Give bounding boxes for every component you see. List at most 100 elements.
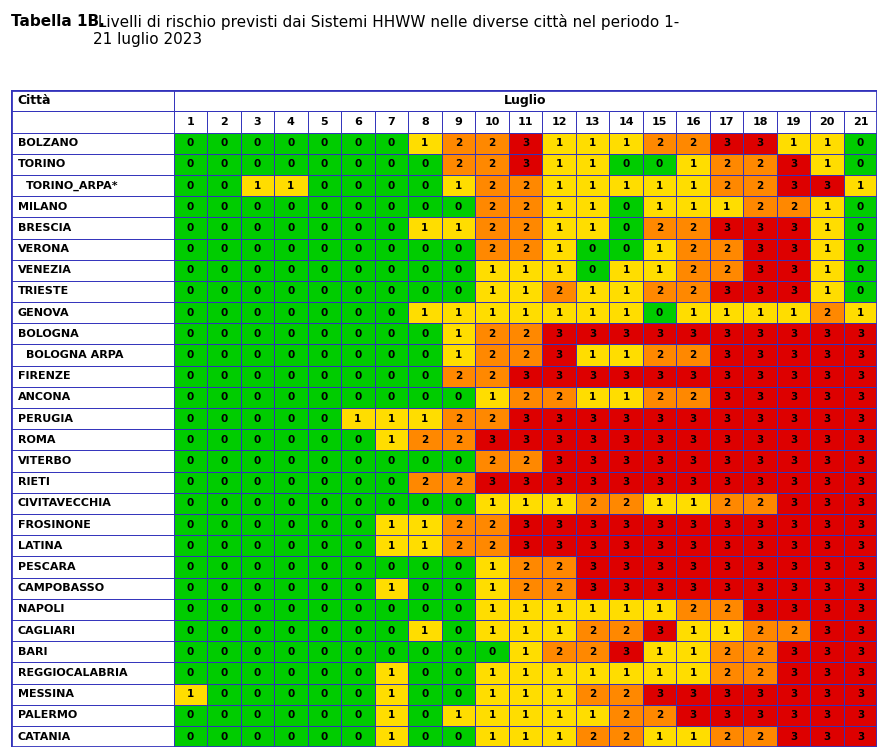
Text: BOLOGNA ARPA: BOLOGNA ARPA <box>27 350 123 360</box>
Bar <box>341 472 375 493</box>
Text: 3: 3 <box>790 159 797 169</box>
Bar <box>609 599 643 620</box>
Text: 3: 3 <box>857 562 864 572</box>
Bar <box>777 408 811 430</box>
Text: 0: 0 <box>220 180 227 191</box>
Bar <box>777 493 811 514</box>
Bar <box>441 217 475 239</box>
Bar <box>844 683 877 705</box>
Text: 2: 2 <box>723 499 730 508</box>
Bar <box>173 260 207 281</box>
Text: 3: 3 <box>790 689 797 699</box>
Bar <box>575 451 609 472</box>
Text: 0: 0 <box>321 605 328 614</box>
Bar <box>543 175 575 196</box>
Bar <box>844 111 877 132</box>
Bar <box>307 451 341 472</box>
Text: 0: 0 <box>186 414 194 424</box>
Bar <box>609 726 643 747</box>
Bar <box>274 302 307 323</box>
Text: 2: 2 <box>757 626 764 635</box>
Bar <box>609 175 643 196</box>
Text: 0: 0 <box>455 393 462 403</box>
Text: 0: 0 <box>254 541 261 551</box>
Text: 1: 1 <box>857 308 864 318</box>
Bar <box>441 705 475 726</box>
Text: 1: 1 <box>488 626 496 635</box>
Text: 2: 2 <box>790 626 797 635</box>
Bar <box>207 430 241 451</box>
Text: CIVITAVECCHIA: CIVITAVECCHIA <box>18 499 112 508</box>
Text: 3: 3 <box>522 435 529 445</box>
Text: 0: 0 <box>287 710 295 720</box>
Bar <box>743 111 777 132</box>
Text: 1: 1 <box>522 286 529 297</box>
Text: 0: 0 <box>186 329 194 339</box>
Text: 1: 1 <box>488 499 496 508</box>
Bar <box>341 281 375 302</box>
Text: 2: 2 <box>689 244 697 254</box>
Bar <box>811 705 844 726</box>
Bar <box>643 196 677 217</box>
Bar <box>575 662 609 683</box>
Bar <box>11 408 173 430</box>
Text: 1: 1 <box>589 202 596 212</box>
Text: 1: 1 <box>555 626 563 635</box>
Bar <box>341 578 375 599</box>
Text: 0: 0 <box>354 499 361 508</box>
Text: 3: 3 <box>689 520 697 529</box>
Text: 0: 0 <box>254 244 261 254</box>
Bar <box>710 175 743 196</box>
Bar <box>408 451 441 472</box>
Bar <box>173 705 207 726</box>
Bar <box>375 239 408 260</box>
Text: 0: 0 <box>220 541 227 551</box>
Text: 0: 0 <box>857 202 864 212</box>
Bar <box>375 451 408 472</box>
Bar <box>207 281 241 302</box>
Text: 0: 0 <box>354 478 361 487</box>
Text: 16: 16 <box>686 117 701 127</box>
Text: 3: 3 <box>790 329 797 339</box>
Text: 0: 0 <box>421 562 429 572</box>
Text: 0: 0 <box>186 202 194 212</box>
Bar <box>710 472 743 493</box>
Text: 3: 3 <box>823 710 830 720</box>
Text: 1: 1 <box>656 605 663 614</box>
Text: 3: 3 <box>723 478 730 487</box>
Text: 3: 3 <box>857 689 864 699</box>
Text: 1: 1 <box>622 286 630 297</box>
Text: 3: 3 <box>555 541 563 551</box>
Bar <box>441 302 475 323</box>
Bar <box>710 556 743 578</box>
Bar <box>274 408 307 430</box>
Text: 3: 3 <box>522 414 529 424</box>
Text: 0: 0 <box>220 584 227 593</box>
Bar <box>475 430 509 451</box>
Bar <box>441 111 475 132</box>
Text: 2: 2 <box>455 371 462 382</box>
Text: 2: 2 <box>421 478 429 487</box>
Text: 3: 3 <box>790 478 797 487</box>
Text: 1: 1 <box>656 244 663 254</box>
Bar <box>743 620 777 641</box>
Bar <box>307 578 341 599</box>
Text: 0: 0 <box>254 499 261 508</box>
Text: 3: 3 <box>823 647 830 657</box>
Bar <box>408 535 441 556</box>
Bar <box>408 217 441 239</box>
Bar <box>710 705 743 726</box>
Text: BOLOGNA: BOLOGNA <box>18 329 78 339</box>
Bar <box>207 641 241 662</box>
Text: 0: 0 <box>287 329 295 339</box>
Text: 0: 0 <box>421 456 429 466</box>
Bar <box>441 535 475 556</box>
Bar <box>441 620 475 641</box>
Bar <box>777 387 811 408</box>
Bar <box>11 281 173 302</box>
Text: 0: 0 <box>254 584 261 593</box>
Text: 1: 1 <box>689 180 697 191</box>
Bar <box>207 132 241 154</box>
Text: 3: 3 <box>790 350 797 360</box>
Bar <box>811 366 844 387</box>
